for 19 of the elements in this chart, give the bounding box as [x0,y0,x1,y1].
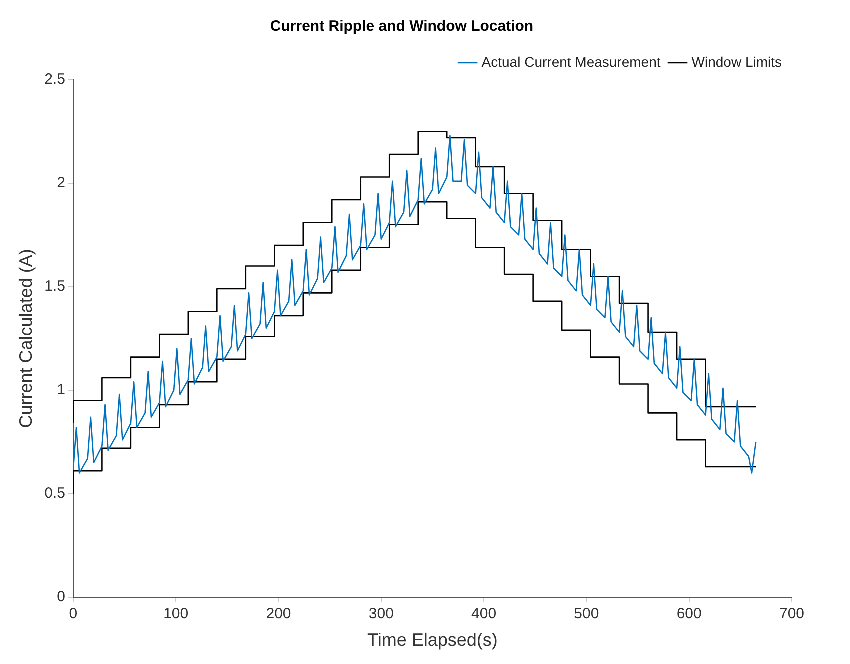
x-tick-label: 300 [368,606,394,623]
chart-title: Current Ripple and Window Location [270,18,534,36]
y-tick-label: 1.5 [44,278,66,296]
y-tick-label: 1 [57,382,66,399]
y-tick-label: 0 [57,588,66,606]
x-tick-label: 200 [266,606,292,623]
legend-label: Actual Current Measurement [482,54,661,70]
x-tick-label: 0 [69,606,78,623]
x-tick-label: 400 [472,606,497,623]
x-tick-label: 100 [164,606,189,623]
y-tick-label: 2 [57,174,66,192]
x-tick-label: 600 [676,606,702,623]
x-axis-title: Time Elapsed(s) [368,630,498,650]
x-tick-label: 500 [574,606,600,623]
y-tick-label: 2.5 [44,71,66,88]
x-tick-label: 700 [779,606,805,623]
y-tick-label: 0.5 [44,485,66,502]
y-axis-title: Current Calculated (A) [16,249,36,428]
legend-label: Window Limits [692,54,782,70]
